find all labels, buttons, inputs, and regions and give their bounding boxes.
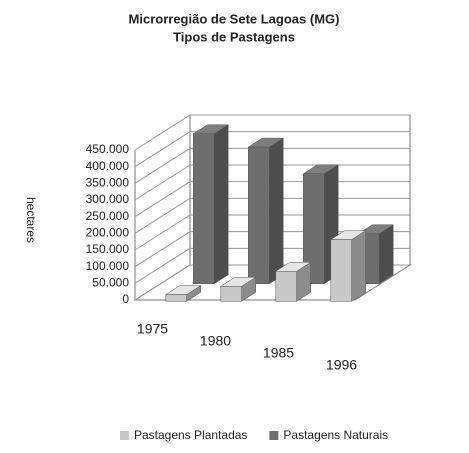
legend-swatch: [120, 431, 129, 440]
grid-line: [134, 114, 191, 151]
grid-line: [134, 231, 191, 268]
bar: [248, 146, 270, 284]
bar: [275, 271, 297, 302]
y-tick-label: 450.000: [86, 142, 130, 156]
chart-subtitle: Tipos de Pastagens: [173, 29, 295, 44]
bar-side: [378, 224, 394, 285]
bar-side: [351, 230, 366, 302]
y-tick-label: 0: [122, 292, 129, 306]
x-tick-label: 1996: [326, 357, 357, 373]
y-tick-label: 250.000: [86, 209, 130, 223]
legend-swatch: [269, 431, 279, 440]
grid-line: [134, 264, 191, 301]
bar-side: [268, 137, 284, 285]
chart-title: Microrregião de Sete Lagoas (MG): [129, 11, 340, 26]
y-tick-label: 200.000: [86, 226, 130, 240]
grid-line: [134, 147, 191, 184]
y-tick-label: 350.000: [86, 176, 130, 190]
bar: [165, 294, 187, 302]
legend-label: Pastagens Plantadas: [134, 428, 247, 442]
grid-line: [134, 164, 191, 201]
y-tick-label: 400.000: [86, 159, 130, 173]
bar-side: [213, 124, 229, 285]
bar: [303, 173, 325, 284]
y-tick-label: 300.000: [86, 192, 130, 206]
grid-line: [134, 247, 191, 284]
bar: [330, 239, 352, 302]
y-tick-label: 100.000: [86, 259, 130, 273]
bar: [220, 286, 242, 302]
y-axis-label: hectares: [24, 197, 38, 243]
y-tick-label: 50.000: [92, 276, 129, 290]
x-tick-label: 1980: [200, 333, 231, 349]
x-tick-label: 1985: [263, 345, 294, 361]
x-tick-label: 1975: [137, 321, 168, 337]
legend-label: Pastagens Naturais: [283, 428, 388, 442]
bar: [193, 133, 215, 284]
grid-line: [134, 197, 191, 234]
grid-line: [134, 131, 191, 168]
grid-line: [134, 214, 191, 251]
y-tick-label: 150.000: [86, 242, 130, 256]
grid-line: [134, 181, 191, 218]
